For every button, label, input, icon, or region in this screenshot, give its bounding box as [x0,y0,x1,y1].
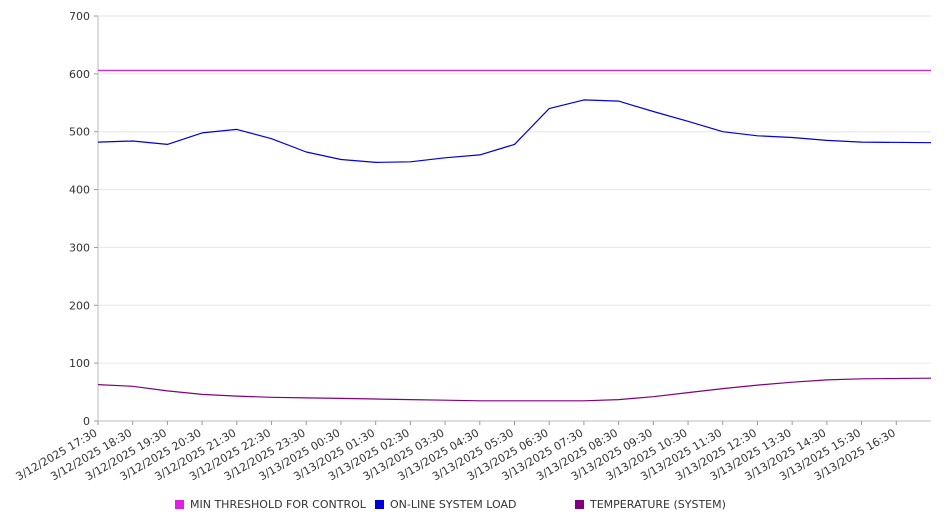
gridlines [98,15,931,364]
y-tick-label: 300 [69,241,90,254]
legend-swatch-temperature [575,500,584,509]
x-axis-tick-labels: 3/12/2025 17:303/12/2025 18:303/12/2025 … [14,426,898,483]
y-tick-label: 700 [69,10,90,23]
axes [94,15,931,425]
y-tick-label: 400 [69,184,90,197]
legend-item-temperature[interactable]: TEMPERATURE (SYSTEM) [575,498,726,511]
legend: MIN THRESHOLD FOR CONTROL ON-LINE SYSTEM… [0,498,946,516]
legend-item-min-threshold[interactable]: MIN THRESHOLD FOR CONTROL [175,498,366,511]
series-line-system-load [97,99,932,163]
y-tick-label: 0 [83,415,90,428]
series-line-temperature [97,377,932,402]
legend-label-system-load: ON-LINE SYSTEM LOAD [390,498,517,511]
y-tick-label: 500 [69,126,90,139]
y-tick-label: 100 [69,357,90,370]
legend-swatch-system-load [375,500,384,509]
legend-swatch-min-threshold [175,500,184,509]
y-tick-label: 600 [69,68,90,81]
y-tick-label: 200 [69,299,90,312]
legend-item-system-load[interactable]: ON-LINE SYSTEM LOAD [375,498,516,511]
legend-label-temperature: TEMPERATURE (SYSTEM) [590,498,726,511]
series-lines [97,69,932,402]
legend-label-min-threshold: MIN THRESHOLD FOR CONTROL [190,498,366,511]
y-axis-tick-labels: 0 100 200 300 400 500 600 700 [69,10,90,428]
